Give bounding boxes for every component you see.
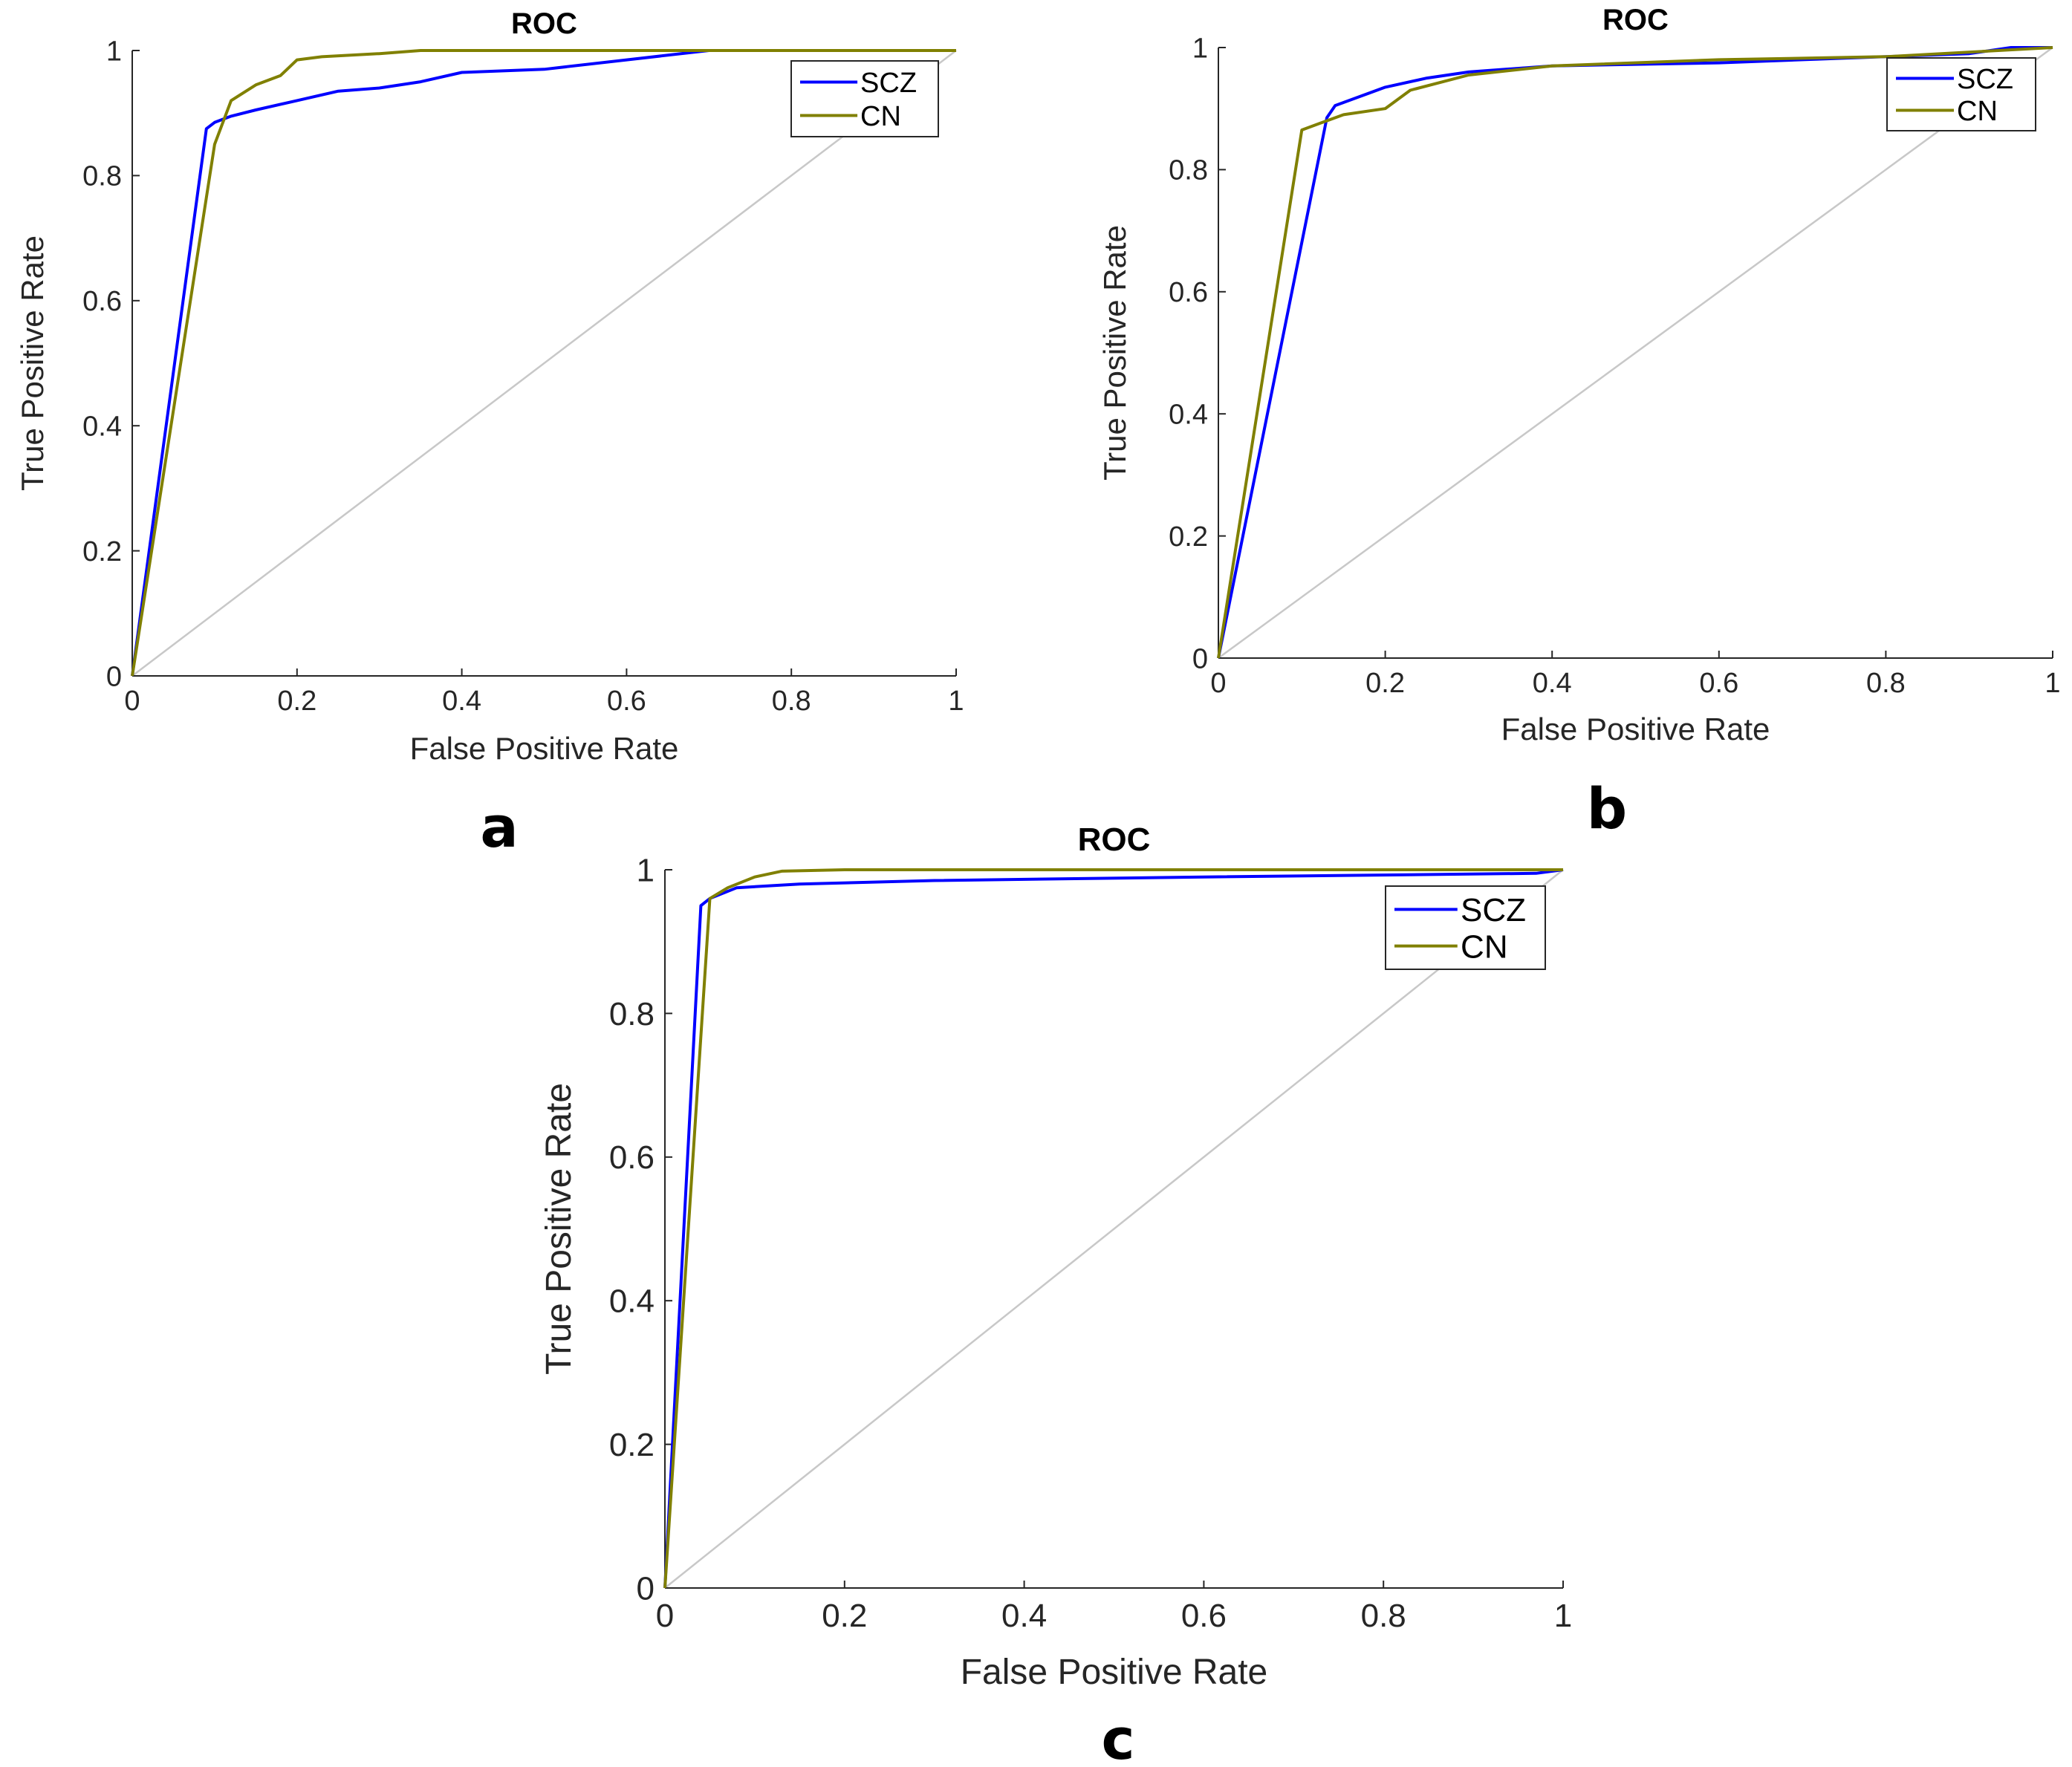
- roc-chart-b: 0 0.2 0.4 0.6 0.8 1 0 0.2 0.4 0.6 0.8 1 ROC False Pos…: [1097, 4, 2061, 746]
- legend-box: [1385, 885, 1546, 970]
- y-tick-label: 0.8: [82, 161, 122, 192]
- y-tick-label: 0.4: [1169, 400, 1208, 431]
- x-tick-label: 0.4: [442, 686, 481, 717]
- roc-line-cn: [131, 49, 956, 677]
- roc-chart-a: 0 0.2 0.4 0.6 0.8 1 0 0.2 0.4 0.6 0.8 1 ROC False Pos…: [15, 7, 964, 766]
- y-tick-label: 0.8: [609, 996, 655, 1032]
- x-tick-label: 0.8: [1866, 668, 1906, 699]
- x-tick-label: 0: [124, 686, 140, 717]
- y-tick-label: 0: [1192, 643, 1208, 674]
- x-axis-label: False Positive Rate: [1501, 712, 1770, 746]
- roc-chart-c: 0 0.2 0.4 0.6 0.8 1 0 0.2 0.4 0.6 0.8 1 ROC False Pos…: [539, 821, 1572, 1692]
- y-axis-label: True Positive Rate: [539, 1083, 579, 1375]
- chance-diagonal-line: [131, 50, 957, 677]
- legend-label-scz: SCZ: [860, 68, 917, 99]
- x-tick-label: 0.2: [822, 1598, 867, 1634]
- chance-diagonal-line: [1218, 46, 2053, 660]
- x-tick-label: 0.2: [277, 686, 316, 717]
- x-tick-label: 0.8: [1361, 1598, 1406, 1634]
- legend-label-scz: SCZ: [1461, 892, 1526, 928]
- x-tick-label: 0.2: [1365, 668, 1405, 699]
- y-axis-label: True Positive Rate: [15, 235, 50, 491]
- y-tick-label: 1: [1192, 33, 1208, 64]
- x-tick-label: 0: [656, 1598, 674, 1634]
- roc-line-cn: [1217, 46, 2053, 659]
- legend-label-cn: CN: [860, 101, 901, 132]
- chance-diagonal-line: [664, 869, 1564, 1589]
- y-tick-label: 0.2: [609, 1427, 655, 1463]
- y-tick-label: 0: [106, 661, 122, 692]
- chart-title: ROC: [1078, 821, 1151, 858]
- legend-label-cn: CN: [1461, 928, 1508, 965]
- roc-line-scz: [1217, 46, 2053, 659]
- y-tick-label: 0.2: [1169, 521, 1208, 553]
- x-tick-label: 0.6: [1181, 1598, 1227, 1634]
- y-tick-label: 0: [637, 1570, 655, 1607]
- x-tick-label: 0.4: [1001, 1598, 1047, 1634]
- x-tick-label: 1: [2045, 668, 2060, 699]
- chart-title: ROC: [1602, 4, 1669, 36]
- legend-label-scz: SCZ: [1957, 64, 2013, 95]
- x-tick-label: 1: [948, 686, 964, 717]
- roc-line-scz: [663, 868, 1564, 1589]
- x-tick-label: 0.6: [1699, 668, 1738, 699]
- x-tick-label: 1: [1554, 1598, 1572, 1634]
- x-axis-label: False Positive Rate: [961, 1653, 1268, 1692]
- roc-line-cn: [663, 868, 1563, 1589]
- y-axis-label: True Positive Rate: [1097, 225, 1132, 481]
- x-tick-label: 0.8: [772, 686, 811, 717]
- panel-letter-a: a: [480, 794, 518, 860]
- y-tick-label: 1: [106, 36, 122, 67]
- legend-box: [1886, 57, 2036, 131]
- y-tick-label: 0.6: [1169, 277, 1208, 308]
- x-axis-label: False Positive Rate: [410, 731, 679, 766]
- x-tick-label: 0.4: [1533, 668, 1572, 699]
- y-tick-label: 0.4: [609, 1283, 655, 1320]
- x-tick-label: 0: [1210, 668, 1226, 699]
- y-tick-label: 0.6: [609, 1139, 655, 1176]
- legend-label-cn: CN: [1957, 96, 1998, 127]
- y-tick-label: 1: [637, 852, 655, 888]
- y-tick-label: 0.2: [82, 536, 122, 567]
- legend-box: [790, 60, 939, 137]
- y-tick-label: 0.6: [82, 286, 122, 317]
- chart-title: ROC: [511, 7, 577, 40]
- x-tick-label: 0.6: [607, 686, 646, 717]
- panel-letter-c: c: [1101, 1706, 1134, 1767]
- y-tick-label: 0.4: [82, 411, 122, 443]
- roc-line-scz: [131, 49, 956, 677]
- panel-letter-b: b: [1587, 775, 1627, 842]
- y-tick-label: 0.8: [1169, 155, 1208, 186]
